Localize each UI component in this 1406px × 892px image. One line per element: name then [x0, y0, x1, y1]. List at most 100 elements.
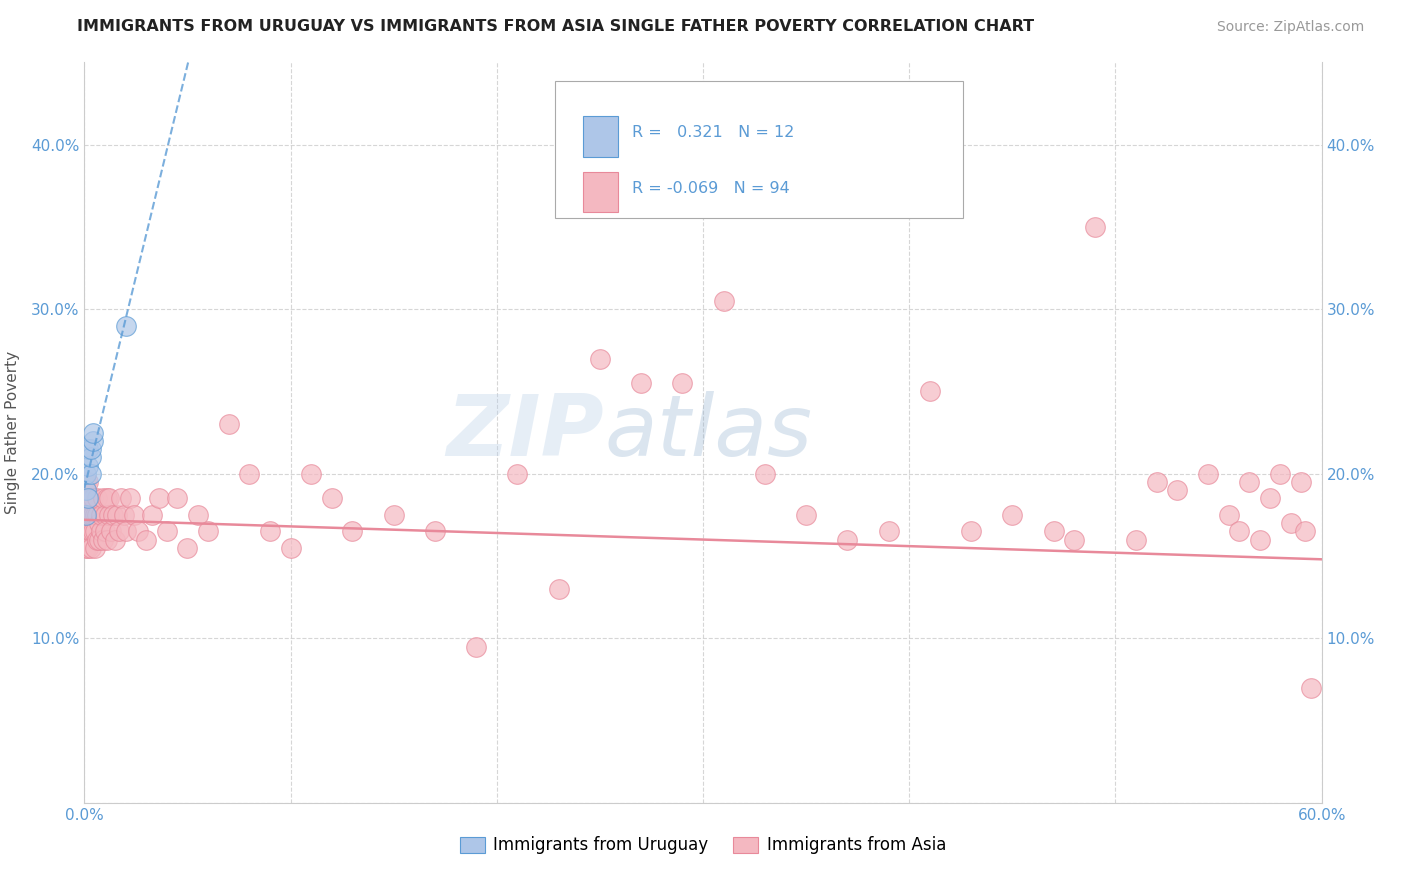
Point: [1270, 467, 1292, 481]
Point: [79, 442, 101, 456]
Point: [280, 541, 302, 555]
Point: [100, 524, 122, 539]
Point: [321, 491, 343, 506]
Point: [1146, 475, 1168, 489]
FancyBboxPatch shape: [583, 171, 617, 212]
Point: [75, 467, 97, 481]
Point: [1042, 524, 1064, 539]
Point: [342, 524, 364, 539]
Point: [91, 491, 114, 506]
Point: [259, 524, 281, 539]
Point: [166, 491, 188, 506]
Point: [141, 508, 163, 522]
Point: [94, 508, 117, 522]
Point: [837, 533, 859, 547]
Point: [82, 425, 104, 440]
Point: [465, 640, 488, 654]
Point: [589, 351, 612, 366]
Point: [506, 467, 529, 481]
Point: [83, 541, 105, 555]
Point: [77, 524, 100, 539]
Point: [75, 508, 97, 522]
Point: [1063, 533, 1085, 547]
Y-axis label: Single Father Poverty: Single Father Poverty: [4, 351, 20, 514]
Point: [114, 524, 136, 539]
Point: [79, 467, 101, 481]
Point: [754, 467, 776, 481]
Point: [1001, 508, 1024, 522]
Point: [108, 524, 131, 539]
Point: [90, 524, 112, 539]
Point: [83, 508, 105, 522]
Point: [187, 508, 209, 522]
Point: [156, 524, 179, 539]
Point: [118, 491, 141, 506]
Point: [135, 533, 157, 547]
Point: [1197, 467, 1219, 481]
Point: [630, 376, 652, 391]
Point: [79, 491, 101, 506]
Point: [98, 508, 121, 522]
Point: [1084, 219, 1107, 234]
Point: [77, 491, 100, 506]
Point: [103, 508, 125, 522]
Point: [87, 516, 110, 530]
Point: [382, 508, 405, 522]
Text: Source: ZipAtlas.com: Source: ZipAtlas.com: [1216, 21, 1364, 34]
Point: [77, 475, 100, 489]
Point: [77, 541, 100, 555]
Point: [75, 524, 97, 539]
Point: [79, 541, 101, 555]
Point: [671, 376, 693, 391]
Point: [1279, 516, 1302, 530]
Point: [713, 293, 735, 308]
Point: [1125, 533, 1147, 547]
Point: [77, 508, 100, 522]
Point: [82, 508, 104, 522]
Point: [176, 541, 198, 555]
Text: IMMIGRANTS FROM URUGUAY VS IMMIGRANTS FROM ASIA SINGLE FATHER POVERTY CORRELATIO: IMMIGRANTS FROM URUGUAY VS IMMIGRANTS FR…: [77, 20, 1035, 34]
Point: [1239, 475, 1261, 489]
Point: [960, 524, 983, 539]
Point: [98, 491, 121, 506]
Point: [87, 533, 110, 547]
Point: [1218, 508, 1240, 522]
Point: [148, 491, 170, 506]
Point: [86, 533, 108, 547]
Point: [82, 434, 104, 448]
Text: R = -0.069   N = 94: R = -0.069 N = 94: [633, 181, 790, 196]
Point: [75, 491, 97, 506]
Point: [90, 508, 112, 522]
Point: [1249, 533, 1271, 547]
Point: [1258, 491, 1281, 506]
Point: [794, 508, 817, 522]
FancyBboxPatch shape: [554, 81, 963, 218]
Point: [96, 491, 118, 506]
Point: [423, 524, 446, 539]
Point: [79, 450, 101, 465]
Point: [127, 524, 149, 539]
Point: [299, 467, 322, 481]
Point: [77, 491, 100, 506]
Legend: Immigrants from Uruguay, Immigrants from Asia: Immigrants from Uruguay, Immigrants from…: [453, 830, 953, 861]
Point: [86, 508, 108, 522]
Point: [82, 491, 104, 506]
Point: [94, 524, 117, 539]
FancyBboxPatch shape: [583, 116, 617, 157]
Point: [1227, 524, 1250, 539]
Point: [75, 475, 97, 489]
Point: [1289, 475, 1312, 489]
Point: [1294, 524, 1316, 539]
Point: [1166, 483, 1188, 498]
Point: [96, 533, 118, 547]
Point: [86, 491, 108, 506]
Text: R =   0.321   N = 12: R = 0.321 N = 12: [633, 125, 794, 140]
Point: [197, 524, 219, 539]
Point: [877, 524, 900, 539]
Point: [238, 467, 260, 481]
Point: [114, 318, 136, 333]
Point: [91, 533, 114, 547]
Point: [110, 491, 132, 506]
Text: ZIP: ZIP: [446, 391, 605, 475]
Text: atlas: atlas: [605, 391, 813, 475]
